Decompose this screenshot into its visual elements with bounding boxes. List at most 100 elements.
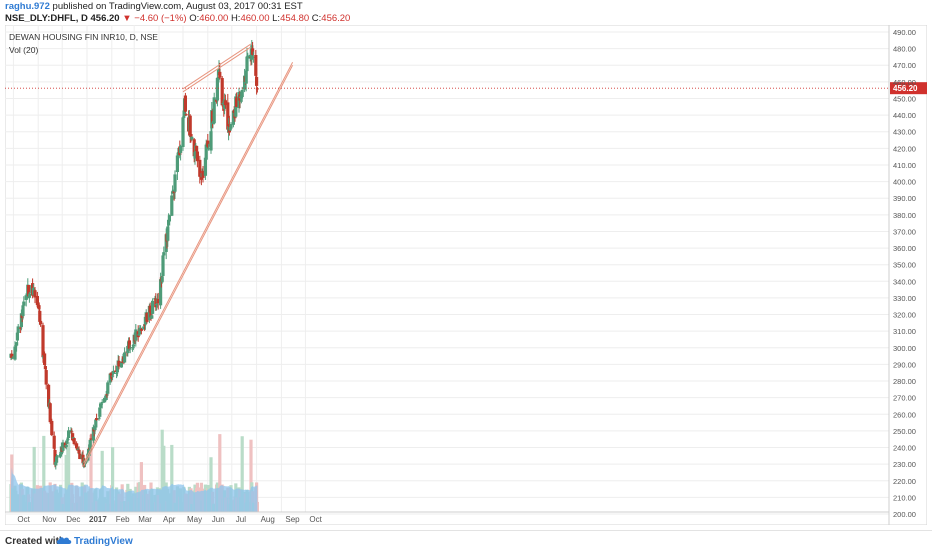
candle-body bbox=[38, 310, 42, 322]
candle-body bbox=[204, 144, 208, 160]
candle-body bbox=[164, 234, 168, 252]
candle-body bbox=[105, 394, 109, 396]
candle-body bbox=[228, 126, 232, 131]
candle-body bbox=[206, 140, 210, 147]
candle-body bbox=[134, 329, 138, 341]
tradingview-cloud-icon[interactable] bbox=[56, 535, 72, 548]
candle-body bbox=[27, 293, 31, 298]
candle-body bbox=[162, 252, 166, 256]
candle-body bbox=[179, 145, 183, 153]
candle-body bbox=[139, 329, 143, 331]
price-axis-label: 390.00 bbox=[893, 194, 916, 203]
candle-body bbox=[54, 461, 58, 466]
last-price-label: 456.20 bbox=[893, 84, 918, 93]
quote-line: NSE_DLY:DHFL, D 456.20 ▼ −4.60 (−1%) O:4… bbox=[5, 13, 350, 24]
candle-body bbox=[106, 382, 110, 394]
low-label: L: bbox=[272, 13, 281, 24]
candle-body bbox=[193, 151, 197, 159]
candle-body bbox=[94, 419, 98, 428]
price-axis-label: 350.00 bbox=[893, 261, 916, 270]
candle-body bbox=[109, 373, 113, 375]
candle-body bbox=[78, 453, 82, 460]
volume-bar bbox=[32, 446, 36, 512]
candle-body bbox=[65, 440, 69, 444]
price-chart[interactable]: 456.20 200.00 210.00 220.00 230.00 240.00 250… bbox=[4, 24, 928, 526]
candle-body bbox=[239, 95, 243, 99]
candle-body bbox=[55, 456, 59, 458]
candle-body bbox=[195, 151, 199, 162]
price-axis-label: 480.00 bbox=[893, 45, 916, 54]
candle-body bbox=[226, 102, 230, 130]
price-axis-label: 330.00 bbox=[893, 294, 916, 303]
candle-body bbox=[223, 100, 227, 106]
candle-body bbox=[15, 342, 19, 346]
candle-body bbox=[89, 438, 93, 440]
candle-body bbox=[149, 312, 153, 318]
candle-body bbox=[19, 327, 23, 329]
price-axis-label: 420.00 bbox=[893, 144, 916, 153]
candle-body bbox=[13, 346, 17, 360]
time-axis-label: Nov bbox=[42, 515, 56, 524]
chart-area[interactable]: 456.20 200.00 210.00 220.00 230.00 240.00 250… bbox=[4, 24, 928, 526]
candle-body bbox=[251, 48, 255, 55]
candle-body bbox=[15, 332, 19, 341]
candle-body bbox=[75, 447, 79, 450]
volume-bar bbox=[162, 445, 166, 512]
tradingview-brand[interactable]: TradingView bbox=[74, 536, 133, 547]
price-axis-label: 290.00 bbox=[893, 360, 916, 369]
trendline-channel bbox=[182, 43, 252, 90]
high-value: 460.00 bbox=[240, 13, 270, 24]
candle-body bbox=[131, 345, 135, 347]
publish-line: raghu.972 published on TradingView.com, … bbox=[5, 1, 303, 12]
time-axis-label: 2017 bbox=[89, 515, 107, 524]
candle-body bbox=[254, 55, 258, 76]
price-axis-label: 450.00 bbox=[893, 94, 916, 103]
time-axis-label: Oct bbox=[17, 515, 30, 524]
candle-body bbox=[120, 361, 124, 363]
candle-body bbox=[98, 407, 102, 417]
time-axis-label: Feb bbox=[116, 515, 130, 524]
candle-body bbox=[240, 90, 244, 98]
candle-body bbox=[21, 305, 25, 317]
candle-body bbox=[215, 77, 219, 101]
time-axis-label: Oct bbox=[309, 515, 322, 524]
candle-body bbox=[103, 397, 107, 403]
candle-body bbox=[66, 438, 70, 440]
price-axis-label: 260.00 bbox=[893, 410, 916, 419]
candle-body bbox=[167, 219, 171, 226]
candle-body bbox=[176, 152, 180, 158]
price-axis-label: 250.00 bbox=[893, 427, 916, 436]
candle-body bbox=[166, 226, 170, 241]
volume-bar bbox=[240, 436, 244, 512]
author-link[interactable]: raghu.972 bbox=[5, 1, 50, 12]
candle-body bbox=[215, 99, 219, 102]
candle-body bbox=[55, 456, 59, 463]
candle-body bbox=[123, 352, 127, 363]
candle-body bbox=[212, 97, 216, 124]
price-axis-label: 300.00 bbox=[893, 344, 916, 353]
candle-body bbox=[99, 403, 103, 405]
time-axis-label: Dec bbox=[66, 515, 80, 524]
candle-body bbox=[97, 418, 101, 420]
low-value: 454.80 bbox=[280, 13, 310, 24]
candle-body bbox=[190, 136, 194, 140]
candle-body bbox=[37, 305, 41, 309]
open-label: O: bbox=[189, 13, 200, 24]
candle-body bbox=[151, 300, 155, 314]
candle-body bbox=[24, 295, 28, 301]
candle-body bbox=[220, 78, 224, 106]
candle-body bbox=[188, 115, 192, 135]
chart-header: raghu.972 published on TradingView.com, … bbox=[0, 0, 932, 24]
last-price-marker bbox=[890, 82, 927, 95]
volume-bar bbox=[67, 442, 71, 512]
candle-body bbox=[114, 370, 118, 373]
candle-body bbox=[137, 334, 141, 336]
price-axis-label: 430.00 bbox=[893, 128, 916, 137]
candle-body bbox=[216, 77, 220, 81]
price-axis-label: 470.00 bbox=[893, 61, 916, 70]
candle-body bbox=[198, 159, 202, 177]
price-axis-label: 360.00 bbox=[893, 244, 916, 253]
price-axis-label: 210.00 bbox=[893, 493, 916, 502]
volume-bar bbox=[170, 444, 174, 512]
candle-body bbox=[175, 155, 179, 173]
